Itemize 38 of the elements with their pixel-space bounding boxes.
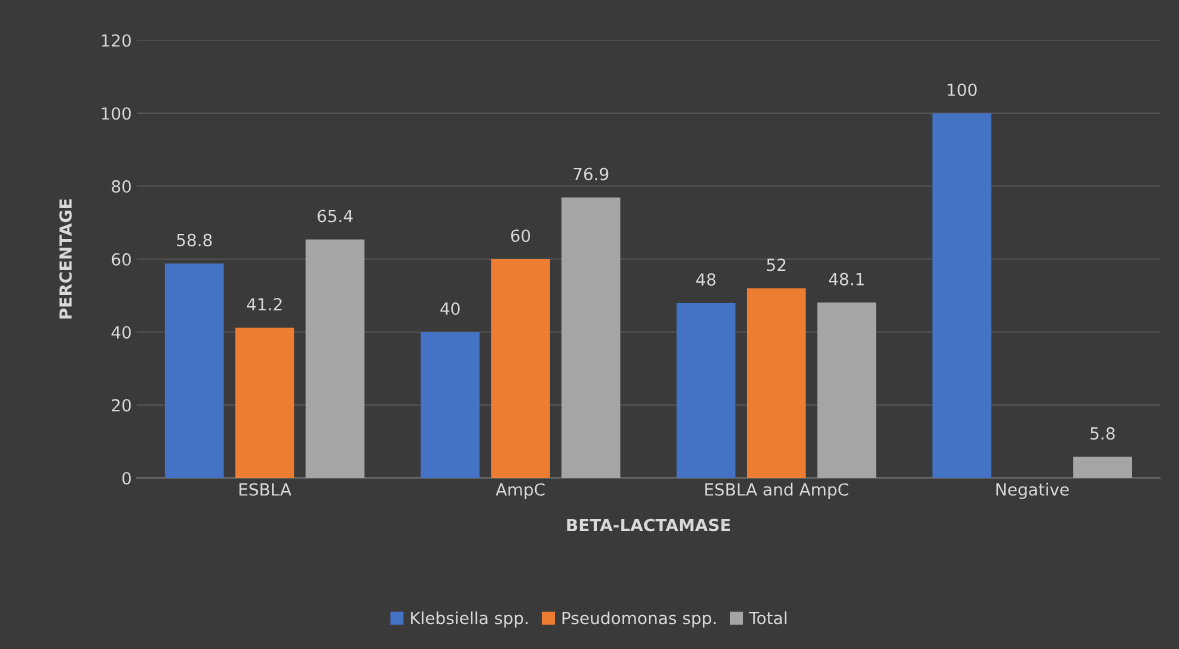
legend-label: Total xyxy=(748,611,787,625)
legend-label: Klebsiella spp. xyxy=(411,611,528,628)
bar xyxy=(746,288,806,478)
bar xyxy=(817,302,877,478)
bar xyxy=(561,197,621,478)
bar xyxy=(420,332,480,478)
legend-label: Pseudomonas spp. xyxy=(562,611,716,628)
x-tick-label: AmpC xyxy=(495,483,545,499)
y-axis-title: PERCENTAGE xyxy=(59,199,72,319)
data-label: 5.8 xyxy=(1090,427,1115,440)
bar xyxy=(305,239,365,478)
data-label: 58.8 xyxy=(177,233,212,247)
bar xyxy=(164,263,224,478)
data-label: 52 xyxy=(767,258,786,272)
bar xyxy=(676,302,736,478)
y-tick-label: 0 xyxy=(122,471,131,485)
y-tick-label: 40 xyxy=(111,326,131,339)
data-label: 60 xyxy=(511,229,531,242)
bar xyxy=(491,259,550,478)
x-tick-label: ESBLA xyxy=(239,483,292,496)
x-axis-title: BETA-LACTAMASE xyxy=(567,518,731,532)
data-label: 41.2 xyxy=(246,297,282,311)
bar xyxy=(235,327,295,478)
data-label: 76.9 xyxy=(573,167,609,181)
y-tick-label: 20 xyxy=(111,398,131,412)
bar xyxy=(1073,456,1132,478)
bar xyxy=(932,113,992,478)
data-label: 40 xyxy=(440,302,460,315)
data-label: 48.1 xyxy=(828,272,864,286)
y-tick-label: 120 xyxy=(101,34,131,47)
x-tick-label: Negative xyxy=(996,482,1069,499)
x-tick-label: ESBLA and AmpC xyxy=(705,482,849,499)
data-label: 48 xyxy=(696,273,716,286)
data-label: 100 xyxy=(947,83,977,97)
data-label: 65.4 xyxy=(317,209,353,223)
y-tick-label: 60 xyxy=(111,253,131,266)
y-tick-label: 80 xyxy=(111,180,131,193)
y-tick-label: 100 xyxy=(101,107,131,120)
